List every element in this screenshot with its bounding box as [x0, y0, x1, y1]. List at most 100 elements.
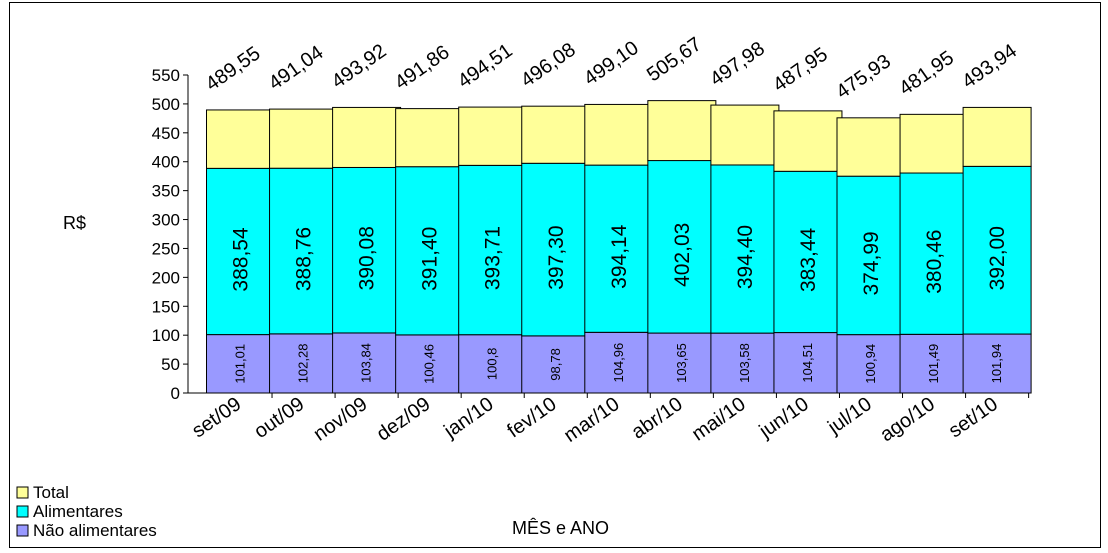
bar-alimentares [206, 167, 275, 336]
data-label-alimentares: 374,99 [860, 231, 883, 295]
bar-nao-alimentares [206, 334, 275, 394]
bar-alimentares [773, 170, 843, 334]
data-label-alimentares: 391,40 [419, 227, 442, 291]
bar-alimentares [836, 175, 906, 336]
data-label-nao-alimentares: 103,84 [359, 343, 374, 383]
y-tick-label: 200 [152, 268, 180, 287]
bar-alimentares [458, 164, 528, 336]
x-tick-label: dez/09 [373, 393, 435, 445]
y-tick-label: 100 [152, 326, 180, 345]
x-tick-label: jun/10 [755, 393, 813, 443]
data-label-total: 491,04 [265, 42, 328, 95]
bar-alimentares [647, 160, 717, 334]
bar-total [710, 104, 780, 166]
data-label-alimentares: 388,76 [293, 227, 316, 291]
y-tick-label: 50 [161, 355, 180, 374]
legend-swatch [16, 486, 29, 499]
y-tick-label: 400 [152, 153, 180, 172]
data-label-alimentares: 392,00 [986, 226, 1009, 290]
legend-swatch [16, 505, 29, 518]
data-label-nao-alimentares: 100,8 [485, 348, 500, 381]
bar-total [206, 109, 275, 169]
data-label-nao-alimentares: 98,78 [548, 348, 563, 381]
x-tick-label: out/09 [250, 393, 308, 443]
y-tick-label: 500 [152, 95, 180, 114]
x-tick-label: set/09 [188, 393, 245, 442]
data-label-total: 505,67 [643, 33, 706, 86]
chart-frame [9, 2, 1101, 548]
legend-label: Total [33, 483, 69, 502]
data-label-total: 496,08 [517, 39, 580, 92]
data-label-total: 489,55 [202, 42, 265, 95]
bar-total [647, 100, 717, 162]
y-tick-label: 0 [171, 384, 180, 403]
data-label-alimentares: 383,44 [797, 228, 820, 293]
x-tick-label: ago/10 [876, 393, 939, 446]
y-axis: 0 50 100 150 200 250 300 350 400 450 500 550 [152, 66, 189, 403]
bar-total [269, 108, 339, 169]
x-tick-label: set/10 [945, 393, 1002, 442]
bar-total [962, 106, 1032, 167]
data-label-nao-alimentares: 101,01 [233, 344, 248, 384]
data-label-alimentares: 388,54 [230, 227, 253, 292]
data-label-alimentares: 390,08 [356, 226, 379, 290]
x-tick-label: mar/10 [560, 393, 624, 447]
bar-nao-alimentares [773, 332, 843, 394]
legend-label: Alimentares [33, 502, 123, 521]
data-label-total: 491,86 [391, 41, 454, 94]
bar-total [332, 106, 402, 168]
bar-nao-alimentares [647, 332, 717, 394]
bar-total [458, 106, 528, 166]
data-label-total: 494,51 [454, 40, 517, 93]
data-label-total: 493,94 [958, 40, 1021, 93]
bar-alimentares [521, 162, 591, 337]
x-tick-label: abr/10 [628, 393, 687, 444]
bar-total [521, 105, 591, 164]
data-label-total: 499,10 [580, 37, 643, 90]
x-tick-label: jan/10 [439, 393, 497, 443]
x-tick-label: jul/10 [823, 393, 876, 439]
legend-swatch [16, 524, 29, 537]
x-axis-title: MÊS e ANO [512, 518, 609, 538]
bar-nao-alimentares [521, 335, 591, 394]
data-label-total: 487,95 [769, 43, 832, 96]
bar-alimentares [395, 166, 465, 336]
data-label-nao-alimentares: 103,65 [674, 343, 689, 383]
data-label-total: 493,92 [328, 40, 391, 93]
data-label-alimentares: 380,46 [923, 230, 946, 294]
data-label-nao-alimentares: 101,94 [989, 344, 1004, 384]
data-label-nao-alimentares: 100,46 [422, 344, 437, 384]
bar-total [584, 103, 654, 166]
data-label-total: 481,95 [895, 47, 958, 100]
bar-total [899, 113, 969, 174]
bars-group: 101,01 388,54 489,55 102,28 388,76 491,04 103,… [202, 33, 1032, 394]
y-tick-label: 550 [152, 66, 180, 85]
bar-nao-alimentares [395, 334, 465, 394]
bar-nao-alimentares [458, 334, 528, 394]
bar-alimentares [962, 165, 1032, 335]
data-label-nao-alimentares: 100,94 [863, 344, 878, 384]
x-axis: set/09 out/09 nov/09 dez/09 jan/10 fev/10 mar/… [188, 392, 1030, 447]
y-axis-title: R$ [63, 213, 86, 233]
bar-total [395, 108, 465, 168]
bar-alimentares [899, 172, 969, 335]
data-label-nao-alimentares: 101,49 [926, 344, 941, 384]
bar-alimentares [269, 167, 339, 335]
bar-nao-alimentares [269, 333, 339, 394]
bar-nao-alimentares [332, 332, 402, 394]
bar-total [836, 117, 906, 177]
data-label-nao-alimentares: 104,96 [611, 343, 626, 383]
data-label-nao-alimentares: 104,51 [800, 343, 815, 383]
x-tick-label: fev/10 [503, 393, 560, 442]
y-tick-label: 450 [152, 124, 180, 143]
data-label-alimentares: 397,30 [545, 225, 568, 289]
data-label-nao-alimentares: 102,28 [296, 344, 311, 384]
data-label-alimentares: 393,71 [482, 226, 505, 290]
data-label-alimentares: 394,14 [608, 224, 631, 289]
data-label-alimentares: 402,03 [671, 223, 694, 287]
data-label-alimentares: 394,40 [734, 225, 757, 289]
data-label-total: 497,98 [706, 38, 769, 91]
y-tick-label: 300 [152, 211, 180, 230]
